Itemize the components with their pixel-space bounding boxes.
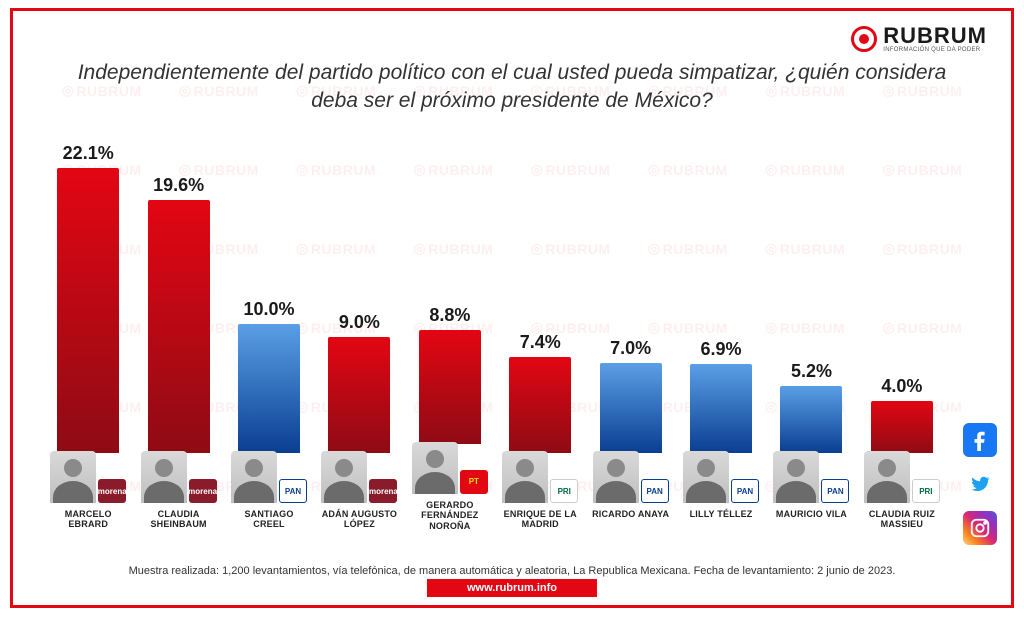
bar-value-label: 8.8% [429,305,470,326]
candidate-name: RICARDO ANAYA [592,509,669,531]
brand-logo: RUBRUM INFORMACIÓN QUE DA PODER [851,25,987,53]
bar-value-label: 19.6% [153,175,204,196]
candidate-photo-row: morena [49,451,127,503]
candidate-name: CLAUDIA RUIZ MASSIEU [863,509,941,531]
candidate-photo-row: PAN [230,451,308,503]
candidate-column: 5.2% PAN MAURICIO VILA [772,361,850,531]
chart-frame: RUBRUMRUBRUMRUBRUMRUBRUMRUBRUMRUBRUMRUBR… [10,8,1014,608]
candidate-photo [502,451,548,503]
bar-value-label: 4.0% [881,376,922,397]
candidate-photo [773,451,819,503]
bar [780,386,842,453]
candidate-photo-row: PT [411,442,489,494]
party-badge: morena [98,479,126,503]
bar [690,364,752,453]
bar-chart: 22.1% morena MARCELO EBRARD 19.6% morena CLAU… [49,141,941,531]
candidate-name: MARCELO EBRARD [49,509,127,531]
bar-value-label: 5.2% [791,361,832,382]
candidate-photo-row: PAN [772,451,850,503]
party-badge: morena [189,479,217,503]
candidate-name: LILLY TÉLLEZ [690,509,753,531]
twitter-icon[interactable] [963,467,997,501]
candidate-name: GERARDO FERNÁNDEZ NOROÑA [411,500,489,531]
bar [238,324,300,453]
candidate-photo-row: PRI [501,451,579,503]
candidate-photo-row: PAN [682,451,760,503]
candidate-photo [141,451,187,503]
bar-value-label: 9.0% [339,312,380,333]
candidate-photo-row: PRI [863,451,941,503]
bar [57,168,119,453]
candidate-column: 6.9% PAN LILLY TÉLLEZ [682,339,760,531]
bar [871,401,933,453]
party-badge: morena [369,479,397,503]
candidate-column: 7.4% PRI ENRIQUE DE LA MADRID [501,332,579,531]
candidate-name: MAURICIO VILA [776,509,847,531]
methodology-footnote: Muestra realizada: 1,200 levantamientos,… [33,565,991,577]
candidate-photo [321,451,367,503]
bar-value-label: 7.0% [610,338,651,359]
bar-value-label: 22.1% [63,143,114,164]
brand-logo-mark [851,26,877,52]
brand-tagline: INFORMACIÓN QUE DA PODER [883,47,987,53]
candidate-photo [50,451,96,503]
party-badge: PT [460,470,488,494]
brand-name: RUBRUM [883,25,987,47]
bar-value-label: 6.9% [701,339,742,360]
candidate-name: ADÁN AUGUSTO LÓPEZ [320,509,398,531]
party-badge: PAN [731,479,759,503]
candidate-photo-row: PAN [591,451,669,503]
candidate-photo [683,451,729,503]
candidate-photo [231,451,277,503]
party-badge: PAN [641,479,669,503]
candidate-column: 19.6% morena CLAUDIA SHEINBAUM [139,175,217,531]
instagram-icon[interactable] [963,511,997,545]
candidate-column: 4.0% PRI CLAUDIA RUIZ MASSIEU [863,376,941,531]
bar [509,357,571,453]
candidate-photo-row: morena [320,451,398,503]
candidate-column: 10.0% PAN SANTIAGO CREEL [230,299,308,531]
chart-title: Independientemente del partido político … [63,59,961,116]
candidate-column: 9.0% morena ADÁN AUGUSTO LÓPEZ [320,312,398,531]
candidate-name: CLAUDIA SHEINBAUM [139,509,217,531]
bar [419,330,481,444]
party-badge: PAN [821,479,849,503]
facebook-icon[interactable] [963,423,997,457]
bar [328,337,390,453]
party-badge: PRI [550,479,578,503]
bar [600,363,662,453]
candidate-photo [412,442,458,494]
party-badge: PAN [279,479,307,503]
candidate-column: 7.0% PAN RICARDO ANAYA [591,338,669,531]
candidate-photo [864,451,910,503]
candidate-column: 8.8% PT GERARDO FERNÁNDEZ NOROÑA [411,305,489,531]
candidate-photo [593,451,639,503]
candidate-photo-row: morena [139,451,217,503]
bar-value-label: 10.0% [243,299,294,320]
candidate-name: SANTIAGO CREEL [230,509,308,531]
bar [148,200,210,453]
bar-value-label: 7.4% [520,332,561,353]
candidate-column: 22.1% morena MARCELO EBRARD [49,143,127,531]
candidate-name: ENRIQUE DE LA MADRID [501,509,579,531]
source-url: www.rubrum.info [427,579,597,597]
social-links [963,423,997,545]
party-badge: PRI [912,479,940,503]
